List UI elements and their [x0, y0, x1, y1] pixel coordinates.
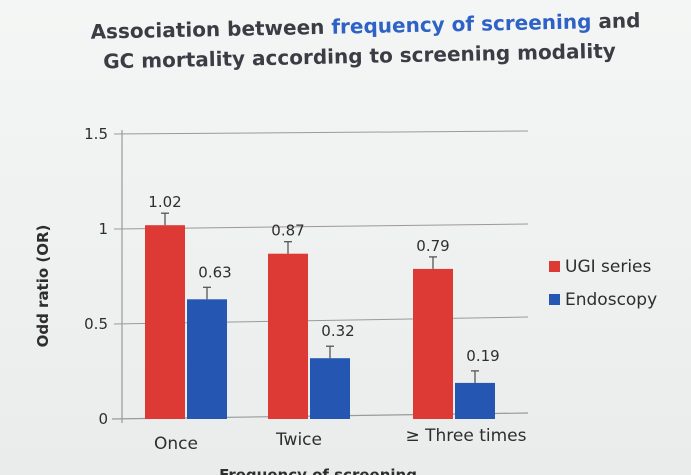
y-tick-labels: 0 0.5 1 1.5	[84, 125, 108, 428]
y-tick-label: 1.5	[84, 125, 108, 143]
legend: UGI series Endoscopy	[549, 257, 657, 310]
x-tick-label: Twice	[275, 430, 322, 450]
x-tick-labels: Once Twice ≥ Three times	[154, 426, 527, 454]
bar-ugi-1	[268, 253, 308, 419]
bar-endoscopy-1	[310, 358, 350, 419]
data-labels: 1.02 0.87 0.79 0.63 0.32 0.19	[148, 193, 499, 365]
legend-swatch	[549, 261, 560, 272]
legend-label: Endoscopy	[565, 290, 657, 310]
y-tick-label: 0	[98, 410, 108, 428]
data-label: 0.32	[321, 322, 354, 340]
data-label: 0.79	[416, 237, 449, 255]
data-label: 0.63	[198, 263, 231, 281]
data-label: 1.02	[148, 193, 181, 211]
x-axis-label: Frequency of screening	[219, 466, 417, 475]
y-axis-label: Odd ratio (OR)	[34, 225, 52, 348]
data-label: 0.19	[466, 347, 499, 365]
x-tick-label: Once	[154, 434, 198, 454]
y-tick-label: 1	[98, 220, 108, 238]
legend-swatch	[549, 294, 560, 305]
data-label: 0.87	[271, 222, 304, 240]
legend-label: UGI series	[565, 257, 652, 277]
gridline	[113, 130, 529, 135]
bar-ugi-2	[413, 268, 453, 419]
x-tick-label: ≥ Three times	[405, 426, 526, 446]
bar-endoscopy-0	[187, 299, 227, 419]
bars	[145, 212, 495, 419]
bar-ugi-0	[145, 225, 185, 419]
bar-endoscopy-2	[455, 382, 495, 419]
y-tick-label: 0.5	[84, 315, 108, 333]
